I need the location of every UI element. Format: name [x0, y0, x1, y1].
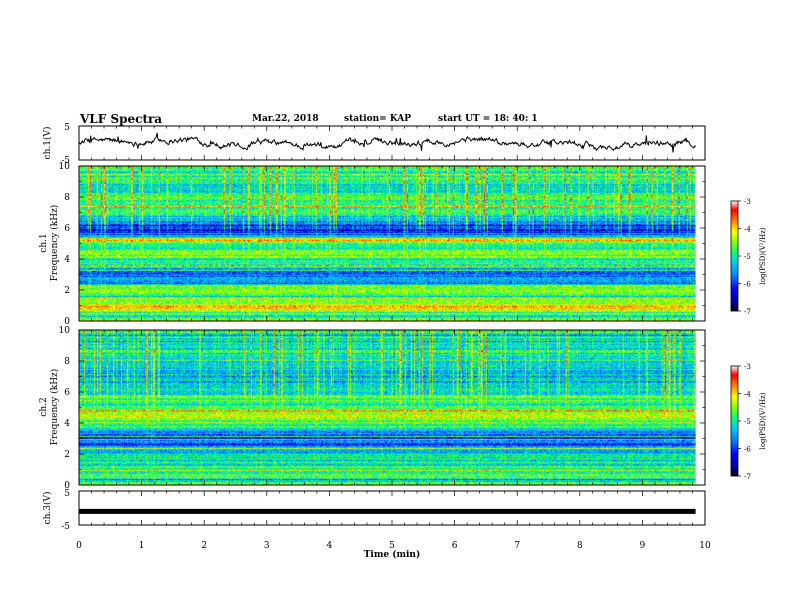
time-tick-label: 7: [514, 541, 520, 551]
ch2-colorbar: -3 -4 -5 -6 -7 log(PSD)(V²/Hz): [730, 363, 767, 481]
freq-tick-label: 8: [64, 357, 70, 367]
colorbar-tick-label: -6: [744, 446, 751, 454]
ch2-ylabel-frequency: Frequency (kHz): [49, 369, 60, 446]
freq-tick-label: 10: [59, 326, 71, 336]
time-axis-ticks: 0 1 2 3 4 5 6 7 8 9 10: [76, 126, 711, 551]
time-tick-label: 1: [139, 541, 145, 551]
time-tick-label: 2: [201, 541, 207, 551]
time-axis-label: Time (min): [364, 549, 421, 560]
ch2-spectrogram-image: [79, 330, 696, 485]
ch1-ylabel: ch.1(V): [42, 127, 53, 160]
freq-tick-label: 0: [64, 317, 70, 327]
time-tick-label: 4: [327, 541, 333, 551]
colorbar-tick-label: -3: [744, 198, 751, 206]
freq-tick-label: 4: [64, 255, 70, 265]
header-date: Mar.22, 2018: [252, 114, 319, 124]
freq-tick-label: 6: [64, 224, 70, 234]
colorbar-tick-label: -7: [744, 308, 751, 316]
ch2-ylabel-channel: ch.2: [39, 397, 49, 416]
ch1-ylabel-frequency: Frequency (kHz): [49, 205, 60, 282]
ch1-colorbar-ticks: -3 -4 -5 -6 -7: [738, 198, 751, 316]
freq-tick-label: 10: [59, 162, 71, 172]
ch1-yticks: 0 2 4 6 8 10: [59, 162, 705, 327]
ch2-colorbar-label: log(PSD)(V²/Hz): [759, 392, 767, 449]
colorbar-tick-label: -4: [744, 226, 751, 234]
ch1-waveform-line: [78, 132, 696, 153]
ch3-ytick-bottom: -5: [61, 522, 70, 532]
header-start-time: start UT = 18: 40: 1: [438, 114, 538, 124]
freq-tick-label: 8: [64, 193, 70, 203]
time-tick-label: 10: [699, 541, 711, 551]
freq-tick-label: 2: [64, 450, 70, 460]
ch1-colorbar-label: log(PSD)(V²/Hz): [759, 227, 767, 284]
colorbar-tick-label: -6: [744, 281, 751, 289]
colorbar-tick-label: -3: [744, 363, 751, 371]
colorbar-tick-label: -4: [744, 391, 751, 399]
colorbar-tick-label: -7: [744, 473, 751, 481]
colorbar-tick-label: -5: [744, 418, 751, 426]
ch2-yticks: 0 2 4 6 8 10: [59, 326, 705, 491]
time-tick-label: 5: [389, 541, 395, 551]
freq-tick-label: 4: [64, 419, 70, 429]
time-tick-label: 3: [264, 541, 270, 551]
ch1-colorbar-gradient: [730, 200, 739, 312]
time-tick-label: 6: [452, 541, 458, 551]
ch1-ytick-top: 5: [64, 123, 70, 133]
ch1-colorbar: -3 -4 -5 -6 -7 log(PSD)(V²/Hz): [730, 198, 767, 316]
ch3-waveform-line: [79, 508, 696, 514]
ch2-spectrogram-panel: ch.2 Frequency (kHz) 0 2 4 6 8 10: [39, 326, 706, 491]
ch1-spectrogram-image: [79, 166, 696, 321]
time-tick-label: 0: [76, 541, 82, 551]
ch1-ylabel-channel: ch.1: [39, 233, 49, 252]
ch1-ytick-bottom: -5: [61, 156, 70, 166]
ch2-colorbar-gradient: [730, 365, 739, 477]
freq-tick-label: 0: [64, 481, 70, 491]
colorbar-tick-label: -5: [744, 253, 751, 261]
chart-title: VLF Spectra: [80, 112, 163, 126]
ch3-ytick-top: 5: [64, 489, 70, 499]
time-tick-label: 8: [577, 541, 583, 551]
time-tick-label: 9: [640, 541, 646, 551]
header-station: station= KAP: [344, 114, 412, 124]
ch1-waveform-panel: 5 -5 ch.1(V): [42, 123, 706, 166]
freq-tick-label: 2: [64, 286, 70, 296]
ch2-colorbar-ticks: -3 -4 -5 -6 -7: [738, 363, 751, 481]
freq-tick-label: 6: [64, 388, 70, 398]
ch1-spectrogram-panel: ch.1 Frequency (kHz) 0 2 4 6 8 10: [39, 162, 706, 327]
ch3-ylabel: ch.3(V): [42, 492, 53, 525]
